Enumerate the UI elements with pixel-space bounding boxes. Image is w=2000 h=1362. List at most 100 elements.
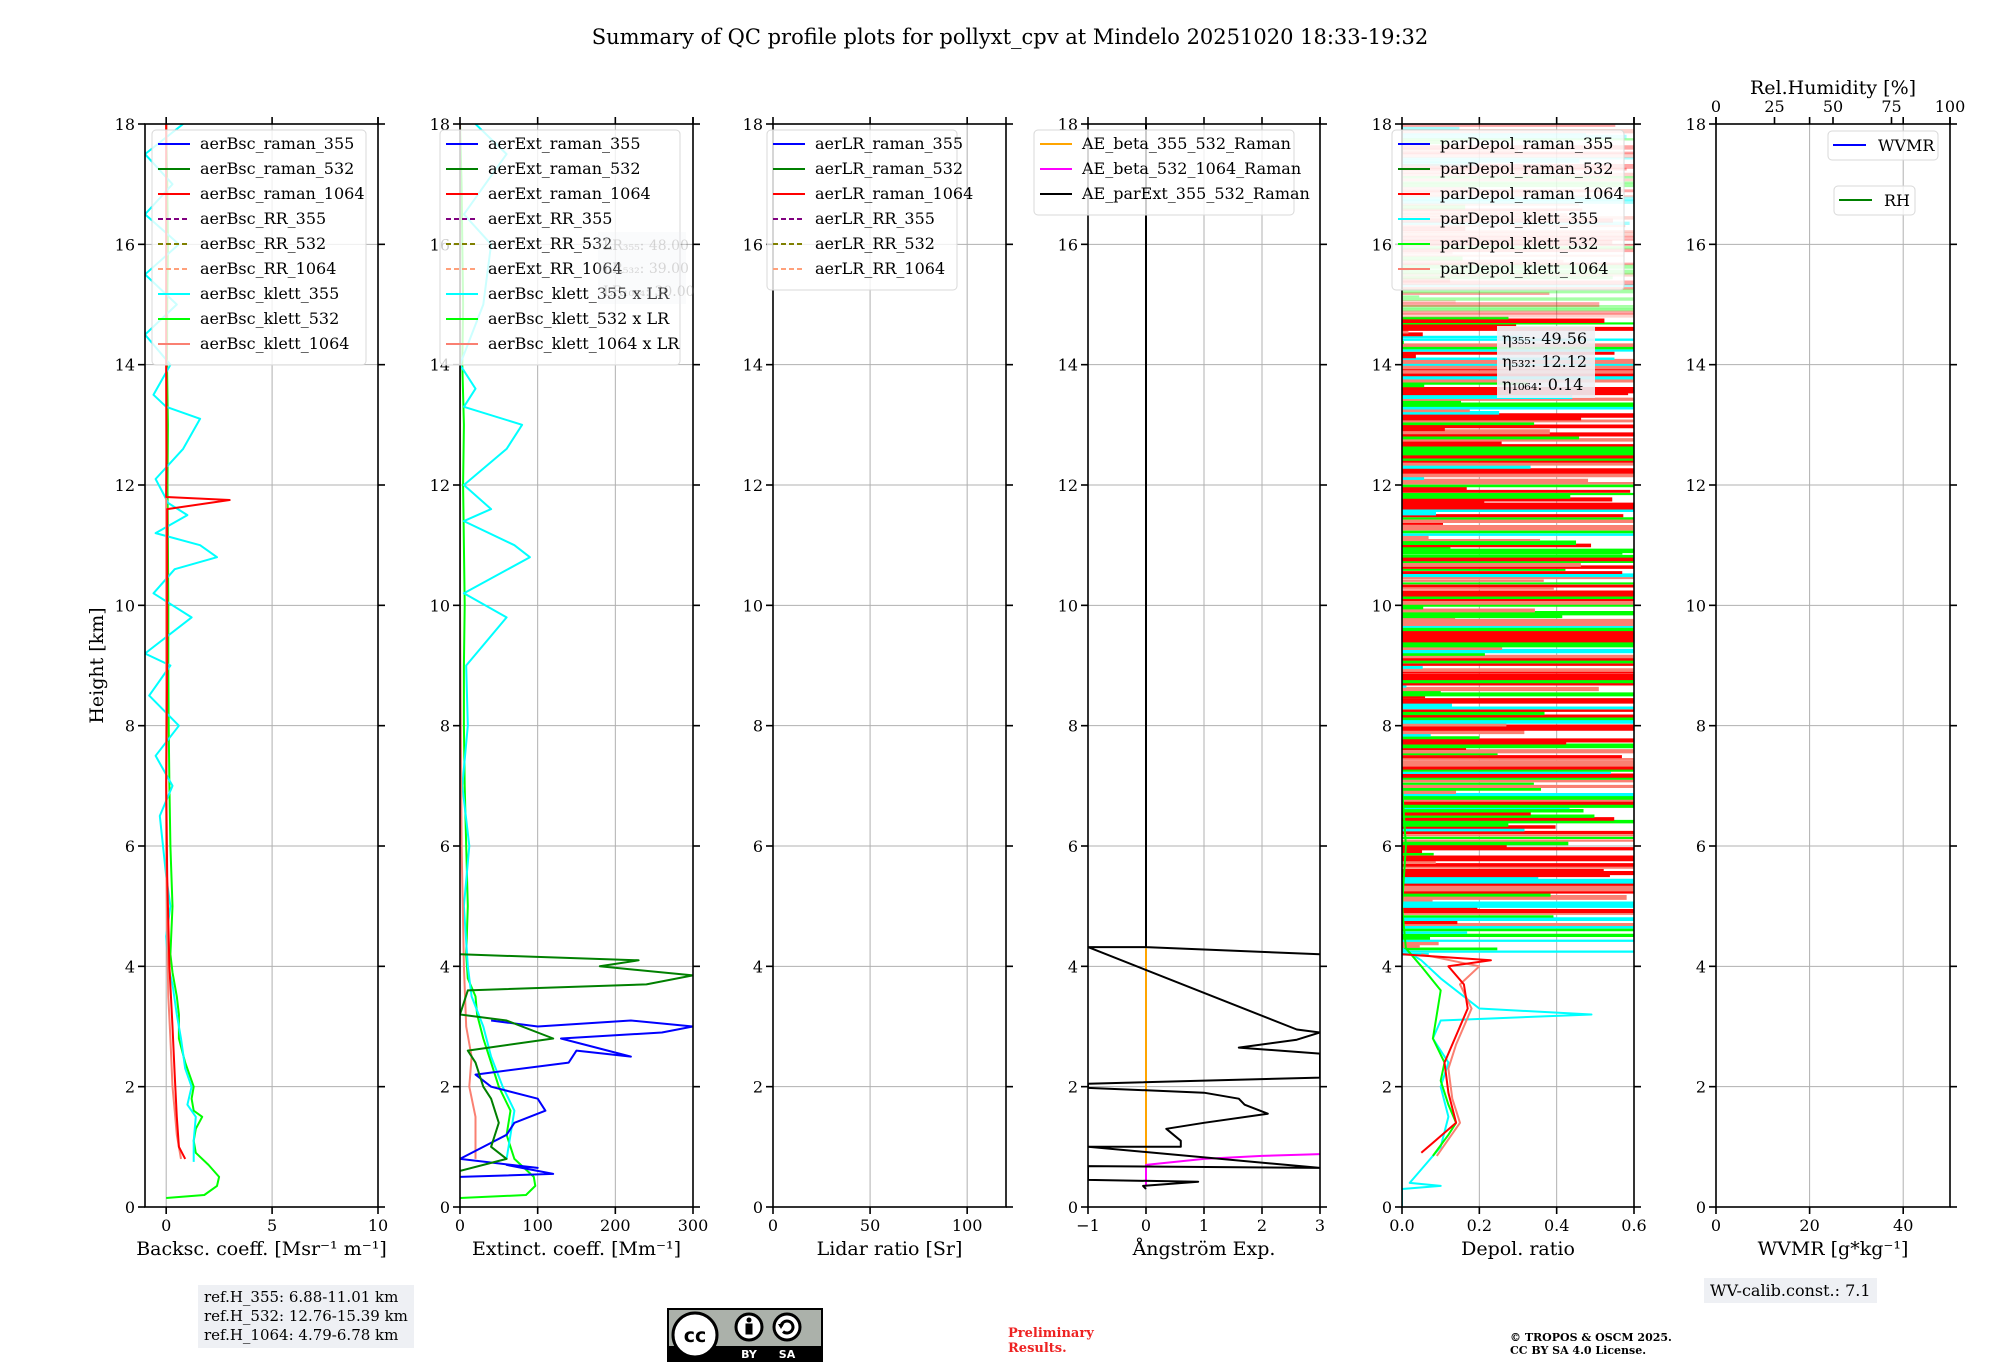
legend-entry: aerBsc_klett_355 x LR [446,284,670,303]
series-AE_parExt_355_532_Raman [1088,124,1320,1190]
panel-lidar_ratio: 0 50 100 0 2 4 6 8 10 12 14 16 18 Lidar ratio [Sr] aer… [743,115,1013,1260]
y-tick-label: 12 [743,476,763,495]
y-tick-label: 8 [753,717,763,736]
y-tick-label: 4 [440,957,450,976]
y-tick-label: 8 [1382,717,1392,736]
x-axis-label: Extinct. coeff. [Mm⁻¹] [472,1238,681,1260]
y-tick-label: 2 [1382,1078,1392,1097]
y-tick-label: 12 [1058,476,1078,495]
wv-calibration-box: WV-calib.const.: 7.1 [1704,1278,1877,1303]
legend-label: aerExt_RR_355 [488,209,612,228]
legend-label: parDepol_raman_1064 [1440,184,1624,203]
series-aerBsc_klett_1064 [165,124,182,1160]
y-tick-label: 16 [1372,235,1392,254]
cc-by-sa-license-badge: cc BY SA [667,1308,823,1362]
legend-label: aerBsc_RR_532 [200,234,326,253]
y-tick-label: 18 [743,115,763,134]
y-tick-label: 16 [1686,235,1706,254]
y-tick-label: 10 [1058,596,1078,615]
y-tick-label: 10 [115,596,135,615]
grid-lines [1715,123,1950,1208]
legend-label: RH [1884,191,1910,210]
legend-label: parDepol_raman_532 [1440,159,1613,178]
x-tick-label: 100 [522,1216,553,1235]
series-aerBsc_klett_355 [145,124,218,1162]
legend-entry: parDepol_raman_1064 [1398,184,1624,203]
x-tick-label: 300 [678,1216,709,1235]
x-tick-label: 0 [455,1216,465,1235]
y-tick-label: 8 [1696,717,1706,736]
legend-label: aerBsc_klett_1064 x LR [488,334,680,353]
top-x-tick-label: 50 [1823,97,1843,116]
legend-entry: AE_parExt_355_532_Raman [1040,184,1310,203]
series-aerExt_raman_355 [460,1019,693,1178]
legend-label: aerExt_raman_355 [488,134,641,153]
legend-label: aerLR_RR_1064 [815,259,945,278]
y-tick-label: 16 [115,235,135,254]
x-tick-label: 50 [860,1216,880,1235]
copyright-line-1: © TROPOS & OSCM 2025. [1510,1331,1672,1344]
series-aerBsc_klett_532 x LR [460,124,537,1199]
y-axis-label: Height [km] [86,607,108,723]
y-tick-label: 14 [1058,356,1078,375]
legend: aerLR_raman_355 aerLR_raman_532 aerLR_rama… [766,129,973,291]
ref-height-532: ref.H_532: 12.76-15.39 km [204,1307,408,1325]
legend-entry: aerExt_raman_355 [446,134,641,153]
legend-label: aerBsc_klett_355 [200,284,339,303]
annotation-line: LR₁₀₆₄: 30.00 [603,284,695,300]
y-tick-label: 2 [125,1078,135,1097]
y-tick-label: 2 [440,1078,450,1097]
legend-label: aerExt_raman_532 [488,159,641,178]
grid-lines [1087,123,1321,1208]
legend-label: aerBsc_RR_355 [200,209,326,228]
y-tick-label: 10 [1372,596,1392,615]
legend-label: aerBsc_klett_532 x LR [488,309,670,328]
y-tick-label: 12 [430,476,450,495]
figure-title: Summary of QC profile plots for pollyxt_… [592,25,1429,49]
legend-entry: aerBsc_klett_532 x LR [446,309,670,328]
x-tick-label: 0.6 [1621,1216,1646,1235]
y-tick-label: 2 [753,1078,763,1097]
y-tick-label: 18 [115,115,135,134]
y-tick-label: 6 [1382,837,1392,856]
top-x-tick-label: 100 [1935,97,1966,116]
legend-entry: parDepol_klett_1064 [1398,259,1609,278]
x-tick-label: 3 [1315,1216,1325,1235]
x-tick-label: 1 [1199,1216,1209,1235]
legend-label: aerExt_raman_1064 [488,184,651,203]
y-tick-label: 0 [1382,1198,1392,1217]
top-axis-label: Rel.Humidity [%] [1750,77,1916,99]
legend-label: AE_parExt_355_532_Raman [1081,184,1310,203]
x-tick-label: 0 [1141,1216,1151,1235]
x-tick-label: −1 [1076,1216,1100,1235]
reference-heights-box: ref.H_355: 6.88-11.01 km ref.H_532: 12.7… [198,1285,414,1348]
legend-label: parDepol_klett_532 [1440,234,1598,253]
x-tick-label: 0.4 [1544,1216,1569,1235]
legend-label: AE_beta_355_532_Raman [1081,134,1291,153]
top-x-tick-label: 25 [1764,97,1784,116]
copyright-note: © TROPOS & OSCM 2025. CC BY SA 4.0 Licen… [1510,1331,1672,1357]
ticks: 0 5 10 0 2 4 6 8 10 12 14 16 18 [115,115,389,1235]
y-tick-label: 12 [1372,476,1392,495]
annotation-line: η₅₃₂: 12.12 [1502,352,1587,371]
legend-box [439,129,681,366]
legend-label: aerBsc_RR_1064 [200,259,336,278]
ticks: 0 20 40 0 2 4 6 8 10 12 14 16 18 [1686,115,1957,1235]
legend-entry: aerExt_RR_1064 [446,259,623,278]
x-axis-label: WVMR [g*kg⁻¹] [1758,1238,1909,1260]
y-tick-label: 8 [1068,717,1078,736]
y-tick-label: 4 [753,957,763,976]
legend-label: aerBsc_raman_355 [200,134,354,153]
cc-icon: cc [671,1311,719,1359]
y-tick-label: 14 [743,356,763,375]
x-axis-label: Depol. ratio [1461,1238,1575,1260]
legend: parDepol_raman_355 parDepol_raman_532 parD… [1391,129,1625,291]
eta-annotation: η₃₅₅: 49.56 η₅₃₂: 12.12 η₁₀₆₄: 0.14 [1497,326,1595,398]
legend-entry: aerExt_RR_532 [446,234,612,253]
legend-box [151,129,367,366]
axes-frame [144,123,379,1208]
annotation-box [1497,326,1595,398]
annotation-line: LR₃₅₅: 48.00 [603,238,689,254]
data-marks [1088,124,1320,1190]
